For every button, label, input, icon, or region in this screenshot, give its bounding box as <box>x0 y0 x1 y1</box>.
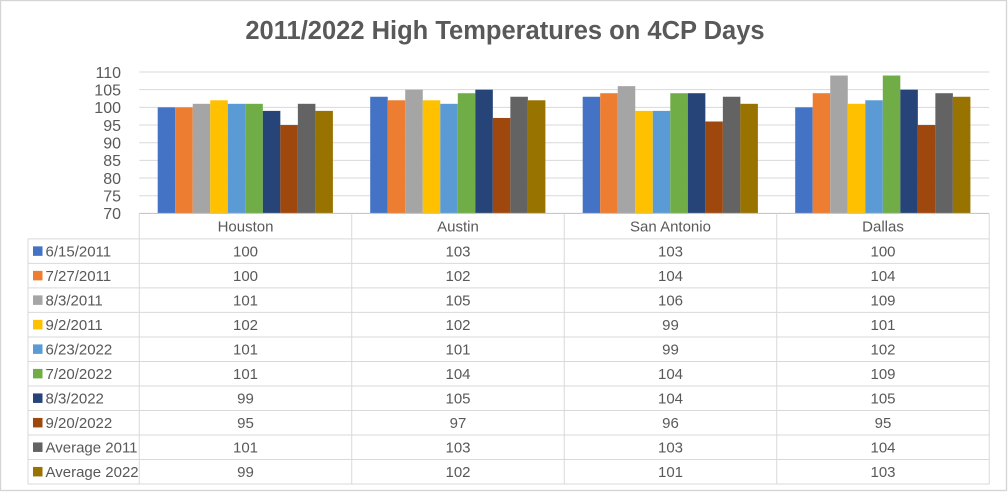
svg-text:San Antonio: San Antonio <box>630 219 711 236</box>
svg-text:Houston: Houston <box>218 219 274 236</box>
svg-text:7/27/2011: 7/27/2011 <box>46 268 112 285</box>
svg-text:102: 102 <box>233 317 258 334</box>
svg-text:110: 110 <box>95 65 121 82</box>
svg-text:102: 102 <box>445 317 470 334</box>
svg-text:105: 105 <box>94 82 121 99</box>
svg-text:7/20/2022: 7/20/2022 <box>46 366 113 383</box>
svg-text:75: 75 <box>103 189 121 206</box>
svg-text:99: 99 <box>237 391 254 408</box>
svg-text:105: 105 <box>870 391 895 408</box>
svg-text:96: 96 <box>662 415 679 432</box>
svg-text:109: 109 <box>870 366 895 383</box>
svg-text:Austin: Austin <box>437 219 479 236</box>
svg-text:80: 80 <box>103 171 121 188</box>
svg-text:103: 103 <box>870 464 895 481</box>
svg-text:6/23/2022: 6/23/2022 <box>46 342 113 359</box>
svg-text:95: 95 <box>875 415 892 432</box>
svg-text:100: 100 <box>233 244 258 261</box>
svg-text:85: 85 <box>103 153 121 170</box>
svg-text:104: 104 <box>445 366 470 383</box>
svg-text:2011/2022 High Temperatures on: 2011/2022 High Temperatures on 4CP Days <box>245 17 764 45</box>
svg-text:100: 100 <box>870 244 895 261</box>
svg-text:100: 100 <box>233 268 258 285</box>
svg-text:100: 100 <box>94 100 121 117</box>
svg-text:102: 102 <box>870 342 895 359</box>
svg-text:Average 2022: Average 2022 <box>46 464 139 481</box>
svg-text:8/3/2022: 8/3/2022 <box>46 391 104 408</box>
svg-text:6/15/2011: 6/15/2011 <box>46 244 112 261</box>
svg-text:70: 70 <box>103 206 121 223</box>
svg-text:103: 103 <box>445 440 470 457</box>
svg-text:105: 105 <box>445 293 470 310</box>
svg-text:102: 102 <box>445 464 470 481</box>
svg-text:Dallas: Dallas <box>862 219 904 236</box>
svg-text:103: 103 <box>658 244 683 261</box>
svg-text:90: 90 <box>103 136 121 153</box>
svg-text:104: 104 <box>658 268 683 285</box>
svg-text:101: 101 <box>233 342 258 359</box>
svg-text:99: 99 <box>662 342 679 359</box>
svg-text:103: 103 <box>445 244 470 261</box>
svg-text:101: 101 <box>445 342 470 359</box>
svg-text:104: 104 <box>658 366 683 383</box>
svg-text:99: 99 <box>237 464 254 481</box>
svg-text:97: 97 <box>450 415 467 432</box>
svg-text:101: 101 <box>870 317 895 334</box>
svg-text:95: 95 <box>103 118 121 135</box>
svg-text:104: 104 <box>870 268 895 285</box>
svg-text:104: 104 <box>658 391 683 408</box>
svg-text:Average 2011: Average 2011 <box>46 440 138 457</box>
svg-text:101: 101 <box>233 440 258 457</box>
svg-text:101: 101 <box>233 366 258 383</box>
svg-text:106: 106 <box>658 293 683 310</box>
svg-text:9/2/2011: 9/2/2011 <box>46 317 103 334</box>
svg-text:105: 105 <box>445 391 470 408</box>
svg-text:103: 103 <box>658 440 683 457</box>
svg-text:9/20/2022: 9/20/2022 <box>46 415 113 432</box>
svg-text:8/3/2011: 8/3/2011 <box>46 293 103 310</box>
svg-text:101: 101 <box>233 293 258 310</box>
svg-text:104: 104 <box>870 440 895 457</box>
svg-text:102: 102 <box>445 268 470 285</box>
svg-text:109: 109 <box>870 293 895 310</box>
svg-text:99: 99 <box>662 317 679 334</box>
svg-text:101: 101 <box>658 464 683 481</box>
svg-text:95: 95 <box>237 415 254 432</box>
